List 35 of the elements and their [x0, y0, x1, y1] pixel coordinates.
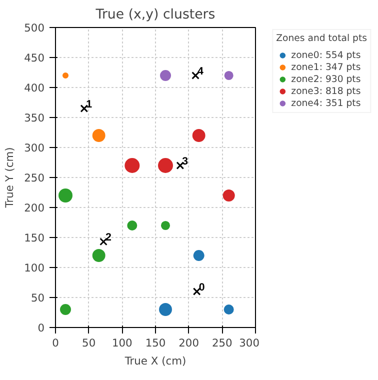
point: [80, 104, 88, 112]
y-tick-label: 300: [24, 142, 45, 154]
legend-label: zone3: 818 pts: [291, 85, 361, 97]
x-tick-label: 100: [112, 336, 133, 350]
y-tick-label: 250: [24, 172, 45, 184]
point: [100, 238, 108, 246]
annotation: 2: [106, 232, 112, 244]
y-tick-label: 50: [30, 292, 45, 304]
x-tick-label: 200: [178, 336, 200, 350]
x-tick-label: 0: [52, 336, 60, 350]
legend-label: zone2: 930 pts: [291, 73, 361, 85]
x-tick-label: 250: [212, 336, 233, 350]
y-tick-label: 100: [24, 262, 45, 274]
legend-title: Zones and total pts: [276, 33, 367, 44]
x-tick-label: 50: [82, 336, 96, 350]
x-tick-label: 150: [145, 336, 166, 350]
x-axis-title: True X (cm): [124, 354, 186, 368]
chart-title: True (x,y) clusters: [94, 8, 216, 22]
y-axis-title: True Y (cm): [3, 147, 16, 209]
annotation: 4: [198, 66, 204, 78]
legend-label: zone1: 347 pts: [291, 61, 361, 73]
point: [192, 72, 200, 80]
legend-label: zone0: 554 pts: [291, 49, 361, 61]
legend-label: zone4: 351 pts: [291, 97, 361, 109]
y-tick-label: 150: [24, 232, 45, 244]
y-tick-label: 350: [24, 112, 45, 124]
annotation: 3: [182, 156, 188, 168]
annotation: 1: [86, 98, 92, 110]
x-tick-label: 300: [239, 336, 260, 350]
annotation: 0: [198, 282, 205, 294]
y-tick-label: 500: [24, 22, 45, 34]
y-tick-label: 450: [24, 52, 45, 64]
y-tick-label: 400: [24, 82, 45, 94]
y-tick-label: 200: [24, 202, 45, 214]
y-tick-label: 0: [38, 322, 45, 334]
